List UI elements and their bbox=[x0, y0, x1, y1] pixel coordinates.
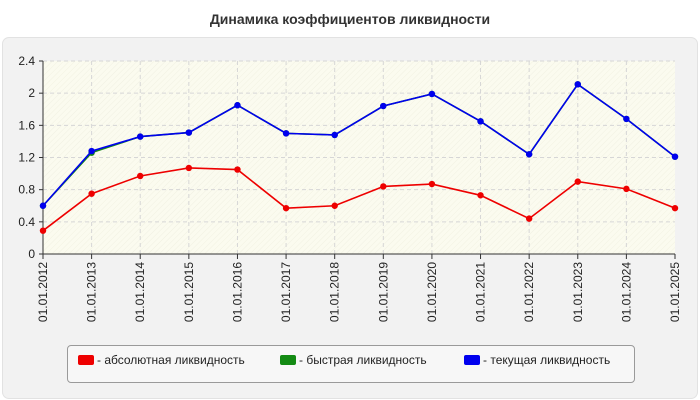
series-point-2 bbox=[525, 151, 533, 158]
series-point-2 bbox=[671, 153, 679, 160]
y-tick-label: 0.4 bbox=[18, 215, 35, 229]
series-point-0 bbox=[39, 227, 47, 234]
y-tick-label: 1.6 bbox=[18, 118, 35, 132]
series-point-0 bbox=[234, 166, 241, 173]
series-point-2 bbox=[574, 81, 581, 88]
legend-swatch-absolute bbox=[78, 355, 94, 365]
series-point-2 bbox=[88, 147, 95, 155]
series-point-0 bbox=[282, 204, 290, 212]
legend-item-current: - текущая ликвидность bbox=[464, 353, 610, 367]
y-tick-label: 1.2 bbox=[18, 151, 35, 165]
series-line-2 bbox=[42, 83, 676, 207]
x-tick-label: 01.01.2017 bbox=[279, 262, 293, 322]
grid bbox=[43, 60, 675, 254]
x-tick-label: 01.01.2019 bbox=[376, 262, 390, 322]
x-tick-label: 01.01.2024 bbox=[619, 262, 633, 322]
series-point-2 bbox=[428, 90, 436, 98]
series bbox=[39, 81, 679, 234]
x-tick-label: 01.01.2021 bbox=[474, 262, 488, 322]
x-tick-label: 01.01.2012 bbox=[36, 262, 50, 322]
y-tick-label: 2 bbox=[28, 86, 35, 100]
x-tick-label: 01.01.2015 bbox=[182, 262, 196, 322]
legend-swatch-quick bbox=[280, 355, 296, 365]
x-tick-label: 01.01.2014 bbox=[133, 262, 147, 322]
series-point-0 bbox=[574, 178, 581, 185]
x-tick-label: 01.01.2025 bbox=[668, 262, 682, 322]
legend: - абсолютная ликвидность - быстрая ликви… bbox=[67, 345, 635, 383]
legend-label-absolute: - абсолютная ликвидность bbox=[97, 353, 245, 367]
chart-title: Динамика коэффициентов ликвидности bbox=[209, 11, 491, 27]
series-point-0 bbox=[137, 172, 144, 180]
series-point-2 bbox=[331, 131, 338, 139]
x-tick-label: 01.01.2016 bbox=[230, 262, 244, 322]
series-point-0 bbox=[477, 192, 484, 199]
x-tick-label: 01.01.2023 bbox=[571, 262, 585, 322]
legend-label-current: - текущая ликвидность bbox=[483, 353, 611, 367]
y-tick-label: 2.4 bbox=[18, 54, 35, 68]
y-tick-label: 0.8 bbox=[18, 183, 35, 197]
series-point-0 bbox=[428, 180, 436, 188]
series-point-2 bbox=[39, 202, 47, 209]
series-point-0 bbox=[525, 215, 533, 222]
series-point-2 bbox=[477, 118, 484, 125]
series-point-0 bbox=[331, 202, 338, 209]
x-tick-label: 01.01.2020 bbox=[425, 262, 439, 322]
series-point-2 bbox=[137, 133, 144, 140]
legend-item-quick: - быстрая ликвидность bbox=[280, 353, 427, 367]
series-point-0 bbox=[671, 204, 679, 212]
series-point-2 bbox=[623, 115, 630, 123]
series-line-0 bbox=[42, 167, 676, 232]
legend-item-absolute: - абсолютная ликвидность bbox=[78, 353, 245, 367]
x-tick-label: 01.01.2013 bbox=[85, 262, 99, 322]
series-point-2 bbox=[234, 102, 241, 109]
series-point-2 bbox=[282, 130, 290, 137]
x-tick-label: 01.01.2022 bbox=[522, 262, 536, 322]
series-point-2 bbox=[380, 102, 387, 110]
legend-label-quick: - быстрая ликвидность bbox=[299, 353, 427, 367]
series-point-2 bbox=[185, 129, 193, 136]
axes: 0 0.4 0.8 1.2 1.6 2 2.4 01.01.2012 01.01.2013 01.… bbox=[18, 54, 682, 322]
x-tick-label: 01.01.2018 bbox=[328, 262, 342, 322]
y-tick-label: 0 bbox=[28, 247, 35, 261]
legend-swatch-current bbox=[464, 355, 480, 365]
series-point-0 bbox=[185, 164, 193, 172]
series-point-0 bbox=[380, 183, 387, 190]
series-point-0 bbox=[623, 185, 630, 193]
series-point-0 bbox=[88, 190, 95, 197]
